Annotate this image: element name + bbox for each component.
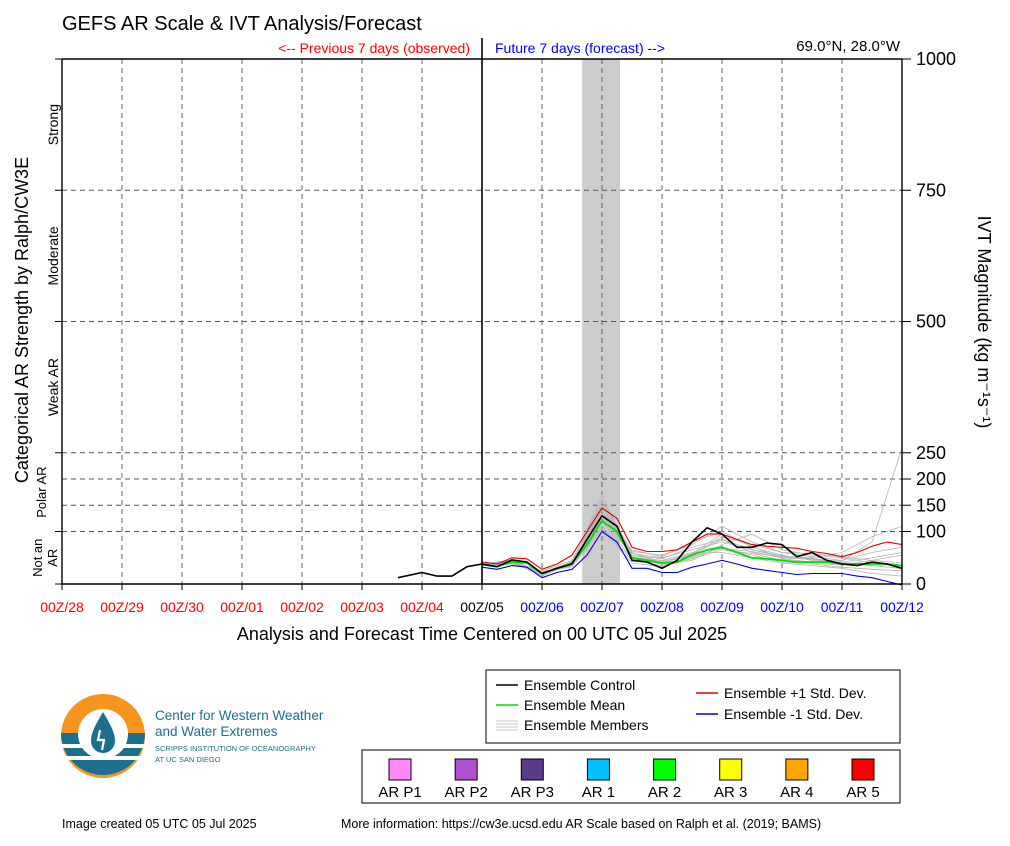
ar-scale-label: AR P1: [378, 784, 421, 801]
y-tick-label: 500: [916, 312, 946, 332]
x-tick-label: 00Z/08: [640, 599, 684, 615]
y-tick-label: 100: [916, 522, 946, 542]
x-tick-label: 00Z/07: [580, 599, 624, 615]
cw3e-water-drop-logo: [61, 694, 145, 778]
ar-scale-swatch: [388, 758, 412, 781]
previous-days-label: <-- Previous 7 days (observed): [278, 40, 470, 56]
ensemble-member-line: [481, 504, 903, 577]
ar-scale-label: AR 1: [582, 784, 615, 801]
y-tick-labels: 0 100 150 200 250 500 750 1000: [55, 49, 956, 594]
footer-created: Image created 05 UTC 05 Jul 2025: [62, 817, 257, 831]
logo-line-4: AT UC SAN DIEGO: [155, 755, 221, 764]
ar-scale-swatch: [520, 758, 544, 781]
cw3e-logo: Center for Western Weather and Water Ext…: [61, 694, 324, 778]
ar-scale-label: AR P2: [444, 784, 487, 801]
ensemble-series-lines: [397, 507, 903, 586]
ar-scale-swatch: [653, 758, 677, 781]
x-tick-label: 00Z/05: [460, 599, 504, 615]
legend-label-mean: Ensemble Mean: [524, 697, 625, 713]
y-axis-right-title: IVT Magnitude (kg m⁻¹s⁻¹): [974, 216, 994, 429]
location-label: 69.0°N, 28.0°W: [796, 38, 901, 55]
x-tick-label: 00Z/09: [700, 599, 744, 615]
logo-line-3: SCRIPPS INSTITUTION OF OCEANOGRAPHY: [155, 744, 316, 753]
footer-more-info: More information: https://cw3e.ucsd.edu …: [341, 817, 821, 831]
series-line-minus: [481, 530, 903, 586]
x-tick-label: 00Z/01: [220, 599, 264, 615]
y-tick-label: 150: [916, 495, 946, 515]
x-tick-label: 00Z/12: [880, 599, 924, 615]
y-tick-label: 0: [916, 574, 926, 594]
logo-line-2: and Water Extremes: [155, 724, 278, 739]
category-labels: Strong Moderate Weak AR Polar AR Not an AR: [30, 104, 61, 577]
legend-label-control: Ensemble Control: [524, 677, 635, 693]
series-line-control: [397, 515, 903, 579]
y-axis-left-title: Categorical AR Strength by Ralph/CW3E: [12, 157, 32, 483]
x-tick-labels: 00Z/28 00Z/29 00Z/30 00Z/01 00Z/02 00Z/03 00Z/…: [40, 584, 924, 615]
x-tick-label: 00Z/06: [520, 599, 564, 615]
x-axis-title: Analysis and Forecast Time Centered on 0…: [237, 624, 727, 644]
ar-scale-swatch: [586, 758, 610, 781]
ar-scale-swatch: [851, 758, 875, 781]
category-label: Strong: [45, 104, 61, 145]
x-tick-label: 00Z/10: [760, 599, 804, 615]
y-tick-label: 200: [916, 469, 946, 489]
ar-scale-label: AR 4: [780, 784, 813, 801]
ensemble-member-line: [481, 528, 903, 573]
legend-label-members: Ensemble Members: [524, 717, 649, 733]
series-legend: Ensemble Control Ensemble Mean Ensemble …: [485, 669, 901, 744]
y-tick-label: 1000: [916, 49, 956, 69]
x-tick-label: 00Z/29: [100, 599, 144, 615]
ar-scale-swatch: [454, 758, 478, 781]
ensemble-member-line: [481, 520, 903, 575]
y-tick-label: 250: [916, 443, 946, 463]
y-tick-label: 750: [916, 180, 946, 200]
logo-line-1: Center for Western Weather: [155, 708, 324, 723]
x-tick-label: 00Z/03: [340, 599, 384, 615]
ar-scale-legend: AR P1 AR P2 AR P3 AR 1 AR 2 AR 3 AR 4 AR 5: [361, 749, 901, 804]
x-tick-label: 00Z/04: [400, 599, 444, 615]
legend-label-minus: Ensemble -1 Std. Dev.: [724, 706, 863, 722]
ar-scale-swatch: [785, 758, 809, 781]
legend-swatch-members: [496, 720, 518, 731]
ar-scale-swatch: [719, 758, 743, 781]
ensemble-members-lines: [481, 447, 903, 577]
category-label: AR: [45, 549, 60, 567]
legend-box: [485, 669, 901, 744]
ar-scale-label: AR 5: [846, 784, 879, 801]
chart-title: GEFS AR Scale & IVT Analysis/Forecast: [62, 13, 422, 35]
ar-scale-label: AR 2: [648, 784, 681, 801]
category-label: Polar AR: [34, 466, 49, 517]
category-label: Not an: [30, 539, 45, 577]
category-label: Weak AR: [45, 358, 61, 416]
future-days-label: Future 7 days (forecast) -->: [495, 40, 665, 56]
ar-scale-box: [361, 749, 901, 804]
x-tick-label: 00Z/30: [160, 599, 204, 615]
plot-axes: [61, 38, 903, 585]
ar-scale-label: AR 3: [714, 784, 747, 801]
x-tick-label: 00Z/02: [280, 599, 324, 615]
ar-scale-label: AR P3: [511, 784, 554, 801]
x-tick-label: 00Z/11: [821, 599, 864, 615]
x-tick-label: 00Z/28: [40, 599, 84, 615]
legend-label-plus: Ensemble +1 Std. Dev.: [724, 685, 867, 701]
category-label: Moderate: [45, 226, 61, 285]
grid-lines: [62, 59, 902, 584]
